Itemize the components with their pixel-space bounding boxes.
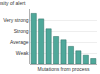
svg-text:Average: Average xyxy=(10,39,29,45)
svg-text:Strong: Strong xyxy=(14,28,29,34)
svg-text:Very strong: Very strong xyxy=(3,17,29,23)
svg-text:Intensity of alert: Intensity of alert xyxy=(0,0,26,6)
svg-text:Mutations from process: Mutations from process xyxy=(38,66,90,72)
svg-text:Weak: Weak xyxy=(16,50,29,56)
